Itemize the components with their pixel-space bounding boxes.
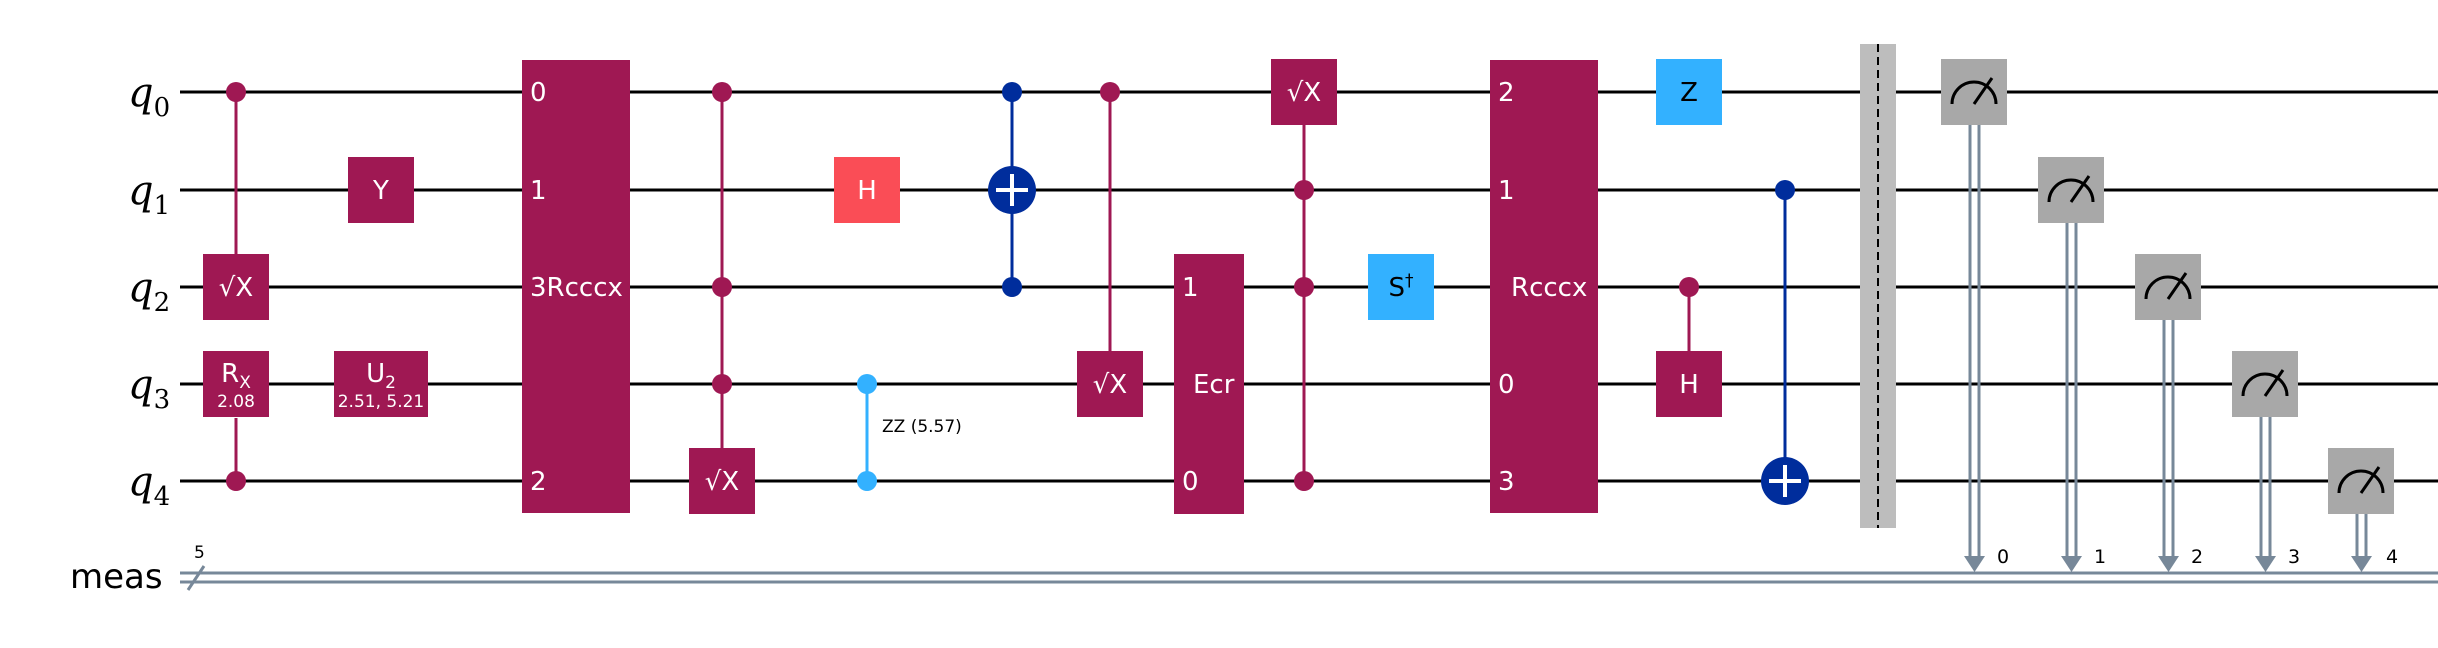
svg-text:Y: Y bbox=[372, 176, 389, 206]
meter-icon bbox=[2047, 178, 2095, 203]
svg-text:H: H bbox=[857, 176, 877, 206]
measurement-q2: 2 bbox=[2135, 254, 2203, 572]
y-gate-q1: Y bbox=[348, 157, 414, 223]
rcccx-gate-2: 2 1 Rcccx 0 3 bbox=[1490, 60, 1598, 513]
register-size: 5 bbox=[194, 543, 205, 563]
control-dot bbox=[712, 82, 732, 102]
svg-text:2: 2 bbox=[1498, 78, 1515, 108]
qubit-label-2: q2 bbox=[128, 265, 170, 318]
meter-icon bbox=[1950, 80, 1998, 105]
svg-text:S†: S† bbox=[1388, 271, 1414, 303]
svg-text:2.51, 5.21: 2.51, 5.21 bbox=[338, 392, 425, 412]
svg-text:0: 0 bbox=[1997, 546, 2009, 568]
measurement-q0: 0 bbox=[1941, 59, 2009, 572]
measurement-q3: 3 bbox=[2232, 351, 2300, 572]
control-dot bbox=[1294, 180, 1314, 200]
svg-text:4: 4 bbox=[2386, 546, 2398, 568]
cnot-gate-q2-q1 bbox=[988, 82, 1036, 297]
svg-text:Ecr: Ecr bbox=[1193, 370, 1235, 400]
measurement-q4: 4 bbox=[2328, 448, 2398, 572]
zz-label: ZZ (5.57) bbox=[882, 417, 962, 437]
sdg-gate-q2: S† bbox=[1368, 254, 1434, 320]
barrier bbox=[1860, 44, 1896, 528]
svg-text:2.08: 2.08 bbox=[217, 392, 255, 412]
qubit-label-3: q3 bbox=[128, 362, 170, 415]
controlled-sqrtx-gate-q0-q3: √X bbox=[1077, 82, 1143, 417]
control-dot bbox=[226, 471, 246, 491]
classical-register-wire: 5 bbox=[180, 543, 2438, 591]
rcccx-gate-1: 0 1 3Rcccx 2 bbox=[522, 60, 630, 513]
meter-icon bbox=[2241, 372, 2289, 397]
svg-text:√X: √X bbox=[1093, 370, 1127, 400]
svg-text:1: 1 bbox=[1498, 176, 1515, 206]
svg-text:3: 3 bbox=[2288, 546, 2300, 568]
h-gate-q1: H bbox=[834, 157, 900, 223]
svg-text:1: 1 bbox=[2094, 546, 2106, 568]
control-dot bbox=[1294, 277, 1314, 297]
control-dot bbox=[712, 374, 732, 394]
svg-text:3: 3 bbox=[1498, 467, 1515, 497]
meter-icon bbox=[2144, 275, 2192, 300]
svg-text:U2: U2 bbox=[366, 359, 396, 393]
svg-text:1: 1 bbox=[530, 176, 547, 206]
measurement-q1: 1 bbox=[2038, 157, 2106, 572]
zz-interaction-q3-q4: ZZ (5.57) bbox=[857, 374, 962, 491]
svg-text:√X: √X bbox=[705, 467, 739, 497]
ecr-gate: 1 Ecr 0 bbox=[1174, 254, 1244, 514]
svg-text:2: 2 bbox=[2191, 546, 2203, 568]
qubit-label-1: q1 bbox=[128, 168, 170, 221]
control-dot bbox=[1294, 471, 1314, 491]
controlled-sqrtx-gate-q0-q2: √X bbox=[203, 82, 269, 320]
u2-gate-q3: U2 2.51, 5.21 bbox=[334, 351, 428, 417]
qubit-label-0: q0 bbox=[128, 70, 170, 123]
multi-controlled-sqrtx-gate-q0: √X bbox=[1271, 59, 1337, 491]
meter-icon bbox=[2337, 469, 2385, 494]
classical-register-label: meas bbox=[70, 557, 163, 597]
svg-text:√X: √X bbox=[219, 273, 253, 303]
control-dot bbox=[1775, 180, 1795, 200]
svg-text:√X: √X bbox=[1287, 78, 1321, 108]
register-width-slash bbox=[186, 565, 206, 591]
svg-text:Z: Z bbox=[1680, 78, 1698, 108]
control-dot bbox=[1002, 82, 1022, 102]
control-dot bbox=[1679, 277, 1699, 297]
qubit-labels: q0 q1 q2 q3 q4 meas bbox=[70, 70, 170, 597]
svg-text:0: 0 bbox=[1182, 467, 1199, 497]
control-dot bbox=[712, 277, 732, 297]
svg-text:0: 0 bbox=[530, 78, 547, 108]
svg-text:2: 2 bbox=[530, 467, 547, 497]
multi-controlled-sqrtx-gate-q4: √X bbox=[689, 82, 755, 514]
svg-text:RX: RX bbox=[221, 359, 251, 393]
zz-dot bbox=[857, 471, 877, 491]
zz-dot bbox=[857, 374, 877, 394]
svg-text:H: H bbox=[1679, 370, 1699, 400]
control-dot bbox=[226, 82, 246, 102]
svg-text:Rcccx: Rcccx bbox=[1511, 273, 1587, 303]
controlled-h-gate-q2-q3: H bbox=[1656, 277, 1722, 417]
svg-text:0: 0 bbox=[1498, 370, 1515, 400]
control-dot bbox=[1002, 277, 1022, 297]
z-gate-q0: Z bbox=[1656, 59, 1722, 125]
qubit-label-4: q4 bbox=[128, 459, 170, 512]
svg-text:1: 1 bbox=[1182, 273, 1199, 303]
control-dot bbox=[1100, 82, 1120, 102]
controlled-rx-gate-q4-q3: RX 2.08 bbox=[203, 351, 269, 491]
cnot-gate-q1-q4 bbox=[1761, 180, 1809, 505]
svg-text:3Rcccx: 3Rcccx bbox=[530, 273, 623, 303]
